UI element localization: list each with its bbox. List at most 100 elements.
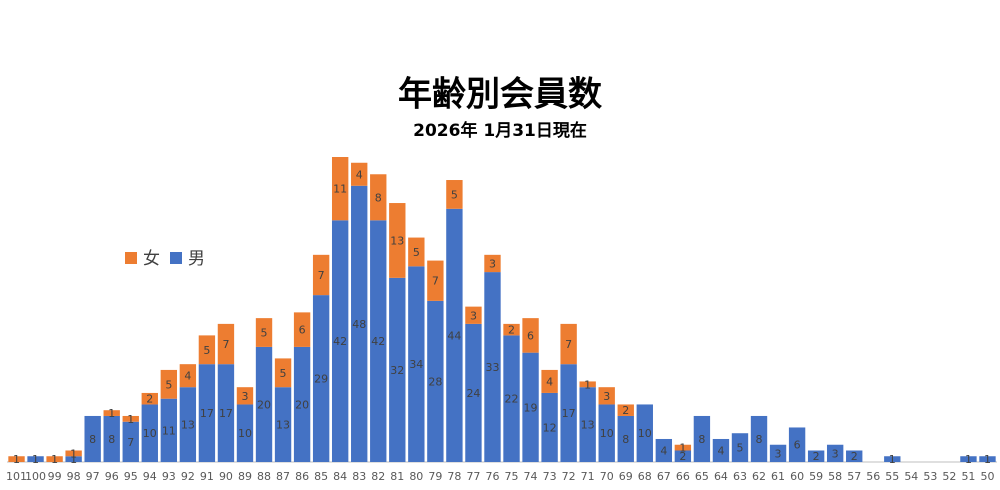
bar-segment <box>960 456 977 462</box>
data-label: 1 <box>965 453 972 466</box>
data-label: 1 <box>32 453 39 466</box>
data-label: 11 <box>162 424 176 437</box>
data-label: 2 <box>508 324 515 337</box>
x-tick-label: 84 <box>333 470 347 483</box>
bar-segment <box>503 335 520 462</box>
x-tick-label: 52 <box>942 470 956 483</box>
data-label: 8 <box>756 433 763 446</box>
data-label: 10 <box>638 427 652 440</box>
data-label: 1 <box>889 453 896 466</box>
bar-segment <box>255 318 273 347</box>
data-label: 10 <box>143 427 157 440</box>
bar-segment <box>312 295 330 462</box>
data-label: 4 <box>184 370 191 383</box>
data-label: 17 <box>219 407 233 420</box>
data-label: 28 <box>428 375 442 388</box>
data-label: 8 <box>89 433 96 446</box>
x-tick-label: 86 <box>295 470 309 483</box>
bar-segment <box>846 450 863 462</box>
bar-segment <box>65 456 82 462</box>
legend-label: 女 <box>143 249 160 269</box>
bar-segment <box>579 387 596 462</box>
data-label: 8 <box>375 191 382 204</box>
x-tick-label: 76 <box>485 470 499 483</box>
data-label: 1 <box>70 453 77 466</box>
x-tick-label: 85 <box>314 470 328 483</box>
bar-segment <box>541 369 558 393</box>
x-tick-label: 53 <box>923 470 937 483</box>
x-tick-label: 72 <box>562 470 576 483</box>
data-label: 8 <box>622 433 629 446</box>
data-label: 5 <box>451 188 458 201</box>
x-tick-label: 64 <box>714 470 728 483</box>
bar-segment <box>122 415 139 422</box>
bar-segment <box>598 404 615 462</box>
x-tick-label: 51 <box>961 470 975 483</box>
x-tick-label: 58 <box>828 470 842 483</box>
bar-segment <box>65 450 82 457</box>
bar-segment <box>731 433 749 462</box>
data-label: 1 <box>984 453 991 466</box>
data-label: 34 <box>409 358 423 371</box>
x-tick-label: 90 <box>219 470 233 483</box>
data-label: 1 <box>108 407 115 420</box>
bar-segment <box>370 174 387 221</box>
data-label: 3 <box>775 447 782 460</box>
data-label: 1 <box>51 453 58 466</box>
bar-segment <box>522 318 539 353</box>
data-label: 1 <box>127 413 134 426</box>
x-tick-label: 98 <box>67 470 81 483</box>
x-tick-label: 62 <box>752 470 766 483</box>
data-label: 8 <box>108 433 115 446</box>
data-label: 5 <box>261 327 268 340</box>
bar-segment <box>274 358 292 388</box>
data-label: 10 <box>600 427 614 440</box>
bar-segment <box>8 456 25 462</box>
data-label: 5 <box>736 442 743 455</box>
bar-segment <box>141 404 158 462</box>
bar-segment <box>312 254 330 296</box>
bar-segment <box>560 364 577 462</box>
x-tick-label: 59 <box>809 470 823 483</box>
data-label: 3 <box>241 390 248 403</box>
x-tick-label: 68 <box>638 470 652 483</box>
data-label: 4 <box>546 375 553 388</box>
bar-segment <box>160 369 178 399</box>
x-tick-label: 96 <box>105 470 119 483</box>
x-tick-label: 69 <box>619 470 633 483</box>
bar-segment <box>826 444 844 462</box>
data-label: 2 <box>813 450 820 463</box>
data-label: 5 <box>280 367 287 380</box>
x-tick-label: 63 <box>733 470 747 483</box>
data-label: 6 <box>527 329 534 342</box>
bar-segment <box>389 277 406 462</box>
bar-segment <box>636 404 653 462</box>
x-tick-label: 82 <box>371 470 385 483</box>
x-tick-label: 80 <box>409 470 423 483</box>
data-label: 4 <box>717 444 724 457</box>
data-label: 19 <box>524 401 538 414</box>
data-label: 17 <box>562 407 576 420</box>
data-label: 6 <box>299 324 306 337</box>
x-tick-label: 66 <box>676 470 690 483</box>
data-label: 13 <box>581 419 595 432</box>
data-label: 11 <box>333 183 347 196</box>
bar-segment <box>141 392 158 405</box>
bar-segment <box>293 346 311 462</box>
x-tick-label: 55 <box>885 470 899 483</box>
bar-segment <box>655 438 673 462</box>
bar-segment <box>236 387 254 405</box>
bar-segment <box>408 237 425 267</box>
x-tick-label: 79 <box>428 470 442 483</box>
bar-segment <box>255 346 273 462</box>
x-tick-label: 77 <box>466 470 480 483</box>
bar-segment <box>351 185 368 462</box>
bar-segment <box>236 404 254 462</box>
data-label: 2 <box>622 404 629 417</box>
bar-segment <box>617 404 634 416</box>
x-tick-label: 91 <box>200 470 214 483</box>
data-label: 4 <box>356 168 363 181</box>
data-label: 7 <box>222 338 229 351</box>
x-tick-label: 61 <box>771 470 785 483</box>
data-label: 1 <box>679 442 686 455</box>
